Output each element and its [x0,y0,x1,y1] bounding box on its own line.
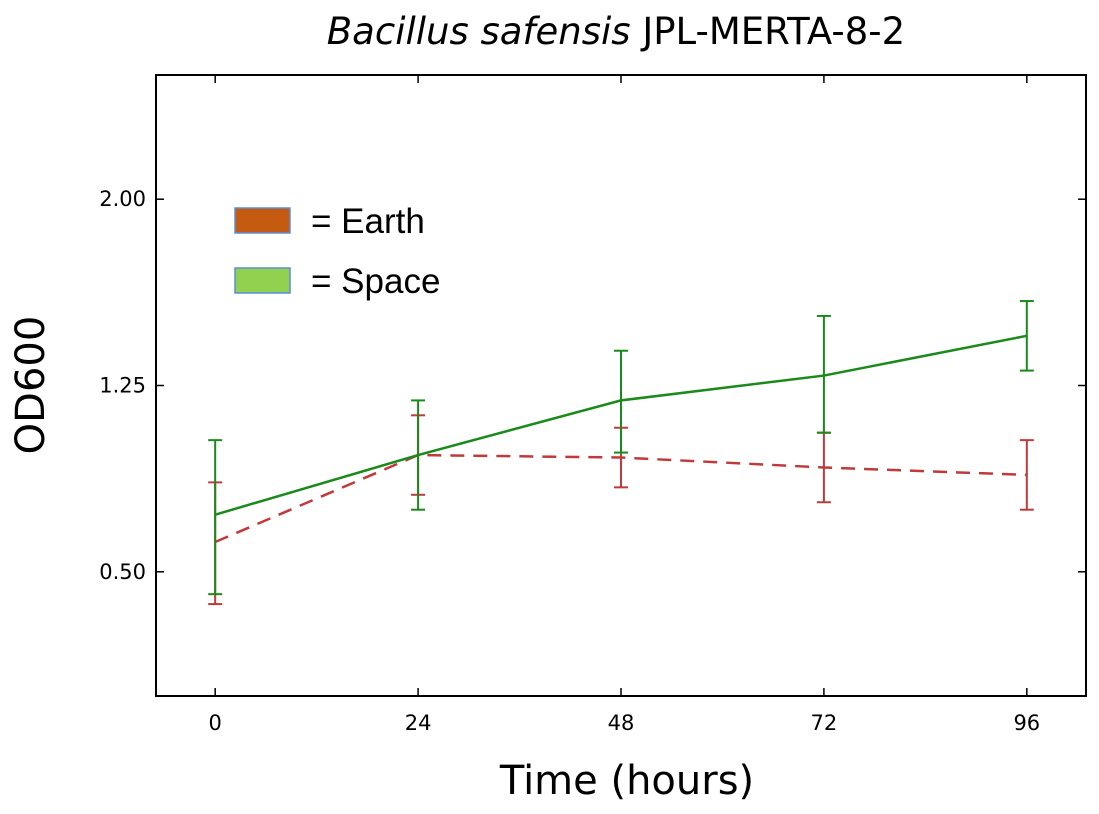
series-space [208,300,1034,596]
chart-title: Bacillus safensis JPL-MERTA-8-2 [327,10,905,53]
legend-item-earth: = Earth [234,202,425,241]
chart-title-rest: JPL-MERTA-8-2 [631,10,906,53]
y-tick-label: 1.25 [99,374,146,398]
y-tick-label: 0.50 [99,560,146,584]
legend-item-space: = Space [234,262,440,301]
error-bar [614,349,628,454]
legend-label: = Space [311,262,440,301]
legend-swatch [234,267,291,294]
legend-swatch [234,207,291,234]
x-tick-label: 48 [608,711,635,735]
series-layer [208,300,1034,606]
x-tick-label: 24 [405,711,432,735]
error-bar [816,314,831,434]
x-tick-label: 0 [208,711,221,735]
legend: = Earth = Space [234,202,440,301]
y-axis-label: OD600 [8,316,54,455]
x-axis-label: Time (hours) [499,758,754,804]
y-tick-label: 2.00 [99,187,146,211]
axis-ticks: 0 24 48 72 96 0.50 1.25 2.00 [99,75,1086,735]
legend-label: = Earth [311,202,425,241]
x-tick-label: 72 [811,711,838,735]
x-tick-label: 96 [1013,711,1040,735]
chart-title-italic: Bacillus safensis [327,10,631,53]
error-bar [208,439,223,596]
